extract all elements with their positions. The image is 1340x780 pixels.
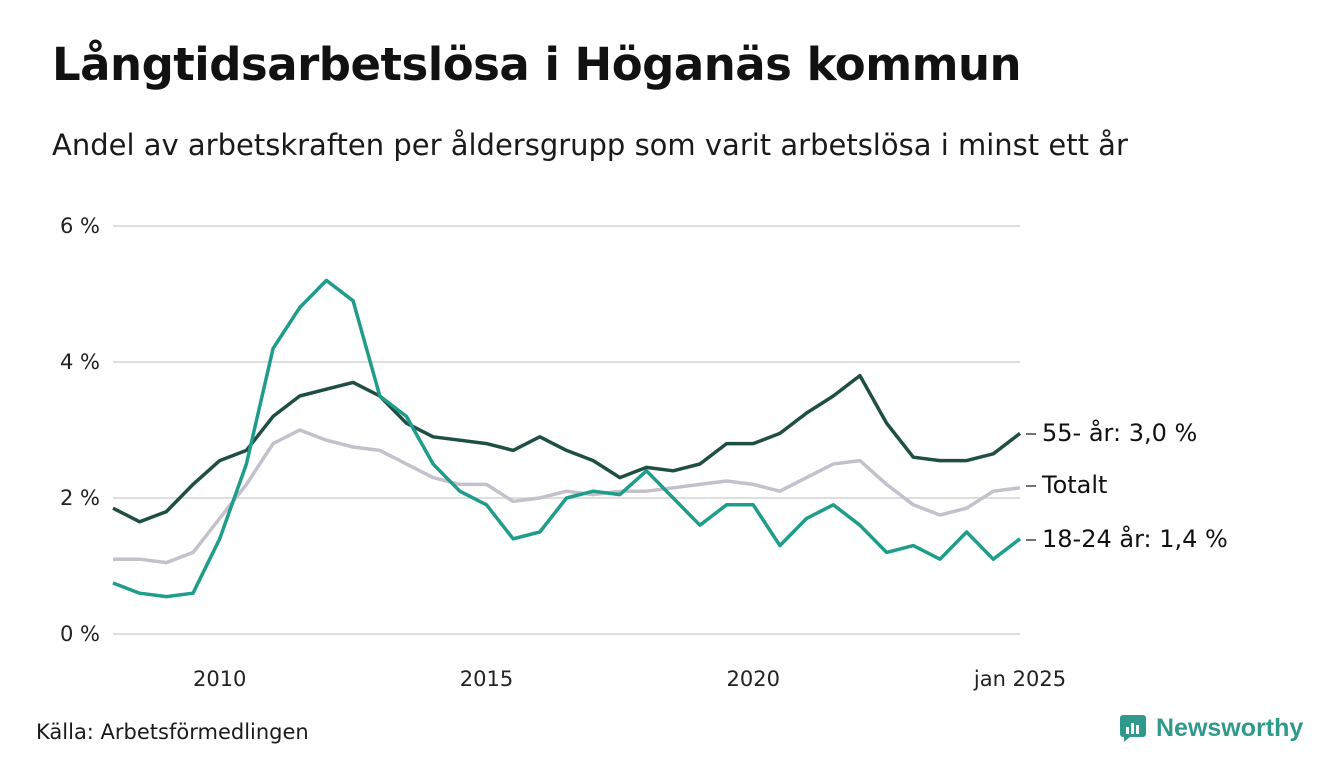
series-lines: [112, 278, 1022, 599]
series-end-label: 55- år: 3,0 %: [1042, 418, 1197, 447]
newsworthy-logo-icon: [1120, 715, 1146, 742]
x-tick-label: 2020: [727, 667, 780, 691]
series-line-totalt: [113, 428, 1021, 565]
x-tick-label: 2010: [193, 667, 246, 691]
series-line-18-24-r: [112, 278, 1022, 599]
y-axis-ticks: 0 % 2 % 4 % 6 %: [60, 214, 100, 646]
chart-subtitle: Andel av arbetskraften per åldersgrupp s…: [52, 128, 1128, 162]
chart-title: Långtidsarbetslösa i Höganäs kommun: [52, 38, 1022, 91]
y-tick-label: 6 %: [60, 214, 100, 238]
series-end-label: 18-24 år: 1,4 %: [1042, 524, 1228, 553]
y-tick-label: 4 %: [60, 350, 100, 374]
end-labels: Totalt 55- år: 3,0 % 18-24 år: 1,4 %: [1026, 418, 1228, 553]
source-note: Källa: Arbetsförmedlingen: [36, 720, 309, 744]
series-line-55-r: [112, 373, 1022, 524]
x-axis-ticks: 2010 2015 2020 jan 2025: [193, 667, 1066, 691]
y-tick-label: 0 %: [60, 622, 100, 646]
series-end-label: Totalt: [1041, 471, 1107, 499]
brand-name: Newsworthy: [1156, 713, 1304, 742]
grid-lines: [113, 225, 1020, 635]
x-tick-label: 2015: [460, 667, 513, 691]
brand-logo: Newsworthy: [1118, 713, 1303, 743]
x-end-label: jan 2025: [973, 667, 1066, 691]
y-tick-label: 2 %: [60, 486, 100, 510]
